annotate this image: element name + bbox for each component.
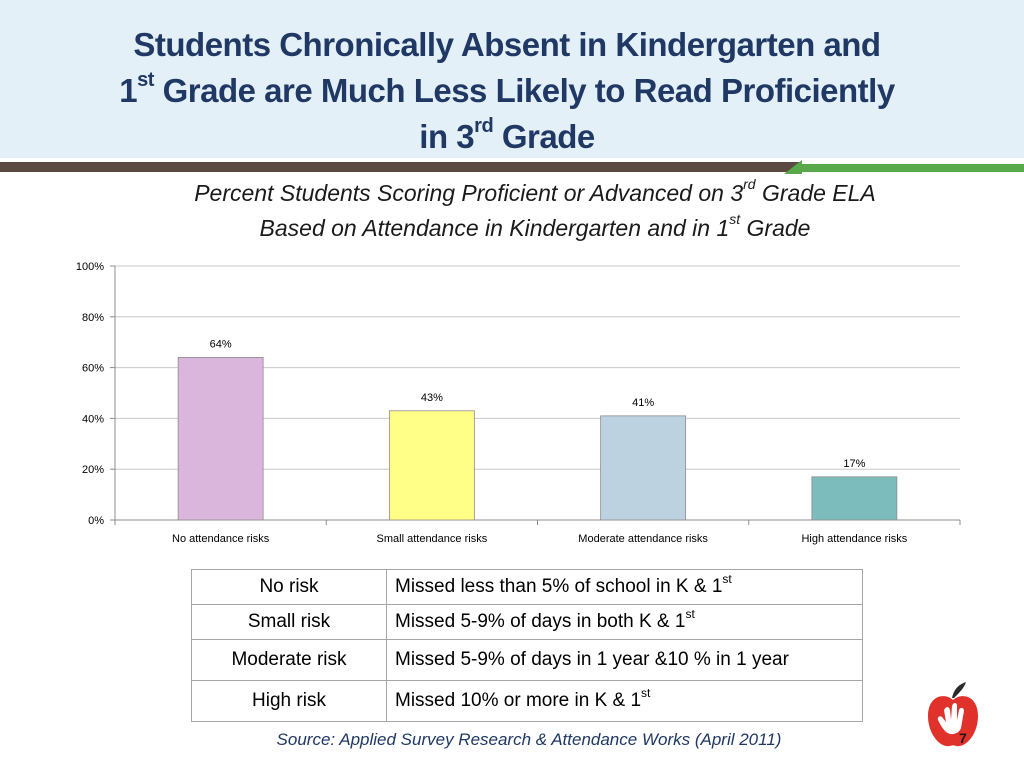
risk-description-text: Missed 5-9% of days in both K & 1: [395, 611, 686, 632]
y-tick-label: 100%: [76, 261, 104, 273]
risk-description-sup: st: [641, 685, 651, 700]
x-tick-label: No attendance risks: [172, 533, 270, 545]
x-tick-label: Small attendance risks: [377, 533, 488, 545]
risk-level-cell: Small risk: [191, 604, 387, 640]
title-line-2-text: 1: [119, 72, 138, 109]
bar: [177, 357, 264, 521]
title-line-3-sup: rd: [474, 115, 494, 137]
data-label: 43%: [421, 392, 443, 404]
legend-table-row: Moderate risk Missed 5-9% of days in 1 ye…: [191, 639, 863, 681]
bar-chart: 0% 20% 40% 60% 80% 100% 64% No attendance risks…: [76, 261, 961, 545]
risk-description-sup: st: [685, 606, 695, 621]
subtitle-line-2-sup: st: [729, 211, 741, 228]
subtitle-line-1-sup: rd: [743, 176, 756, 193]
x-tick-label: Moderate attendance risks: [578, 533, 708, 545]
chart-subtitle: Percent Students Scoring Proficient or A…: [110, 176, 960, 246]
risk-level-cell: Moderate risk: [191, 639, 387, 681]
data-label: 64%: [210, 338, 232, 350]
y-tick-label: 60%: [82, 363, 104, 375]
risk-description-cell: Missed 10% or more in K & 1st: [386, 680, 863, 722]
subtitle-line-1: Percent Students Scoring Proficient or A…: [110, 176, 960, 211]
x-tick-label: High attendance risks: [801, 533, 907, 545]
risk-description-cell: Missed 5-9% of days in 1 year &10 % in 1…: [386, 639, 863, 681]
title-line-3: in 3rd Grade: [0, 114, 1014, 160]
data-label: 41%: [632, 397, 654, 409]
title-line-2-rest: Grade are Much Less Likely to Read Profi…: [153, 72, 896, 109]
risk-level-cell: No risk: [191, 569, 387, 605]
risk-description-cell: Missed less than 5% of school in K & 1st: [386, 569, 863, 605]
bar: [600, 415, 687, 521]
source-note: Source: Applied Survey Research & Attend…: [276, 730, 782, 749]
legend-table-row: High risk Missed 10% or more in K & 1st: [191, 680, 863, 722]
y-tick-label: 40%: [82, 413, 104, 425]
legend-table-row: Small risk Missed 5-9% of days in both K …: [191, 604, 863, 640]
risk-description-sup: st: [722, 571, 732, 586]
risk-legend-table: No risk Missed less than 5% of school in …: [191, 569, 863, 722]
title-line-1: Students Chronically Absent in Kindergar…: [133, 26, 881, 63]
title-line-2: 1st Grade are Much Less Likely to Read P…: [0, 68, 1014, 114]
y-tick-label: 80%: [82, 312, 104, 324]
subtitle-line-1-rest: Grade ELA: [755, 180, 876, 206]
slide-title: Students Chronically Absent in Kindergar…: [0, 22, 1014, 160]
title-line-3-rest: Grade: [493, 118, 595, 155]
title-line-3-text: in 3: [419, 118, 475, 155]
divider-stripe-dark: [0, 162, 800, 172]
data-label: 17%: [843, 458, 865, 470]
subtitle-line-2: Based on Attendance in Kindergarten and …: [110, 211, 960, 246]
legend-table-row: No risk Missed less than 5% of school in …: [191, 569, 863, 605]
divider-stripe-green: [800, 164, 1024, 172]
subtitle-line-1-text: Percent Students Scoring Proficient or A…: [194, 180, 744, 206]
subtitle-line-2-rest: Grade: [740, 215, 811, 241]
page-number: 7: [959, 730, 967, 746]
subtitle-line-2-text: Based on Attendance in Kindergarten and …: [259, 215, 730, 241]
bar: [388, 410, 475, 521]
title-line-2-sup: st: [137, 69, 154, 91]
divider-notch: [784, 160, 802, 174]
risk-description-text: Missed 10% or more in K & 1: [395, 690, 642, 711]
y-tick-label: 0%: [88, 515, 104, 527]
bar: [811, 476, 898, 521]
risk-description-cell: Missed 5-9% of days in both K & 1st: [386, 604, 863, 640]
apple-logo-icon: 7: [928, 682, 978, 747]
risk-level-cell: High risk: [191, 680, 387, 722]
header-band: [0, 0, 1024, 158]
risk-description-text: Missed less than 5% of school in K & 1: [395, 576, 723, 597]
risk-description-text: Missed 5-9% of days in 1 year &10 % in 1…: [395, 649, 789, 670]
y-tick-label: 20%: [82, 464, 104, 476]
